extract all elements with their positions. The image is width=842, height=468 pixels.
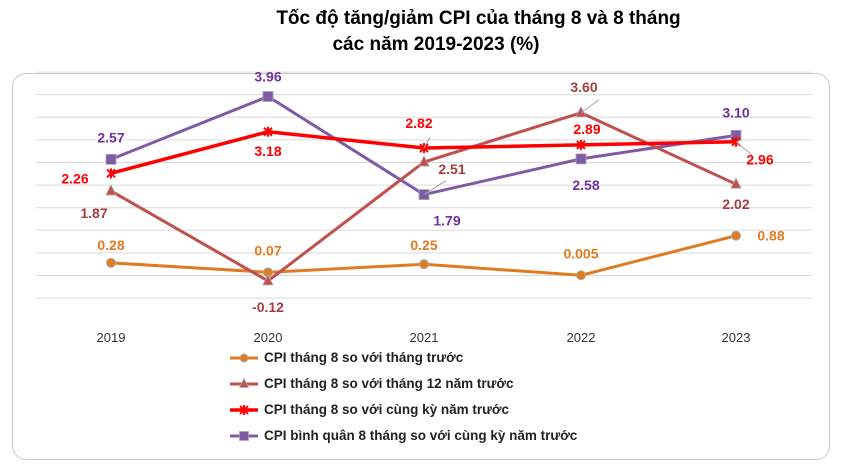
chart-title: Tốc độ tăng/giảm CPI của tháng 8 và 8 th…: [0, 6, 842, 58]
series-3: [106, 126, 741, 179]
legend-item: CPI tháng 8 so với cùng kỳ năm trước: [228, 397, 577, 423]
x-tick-label: 2023: [722, 330, 751, 345]
data-label: 2.02: [722, 196, 749, 212]
series-2: [105, 105, 742, 286]
data-point: [106, 257, 116, 268]
data-point: [262, 91, 274, 102]
series-1: [106, 230, 741, 281]
data-point: [575, 105, 587, 118]
data-label: 2.26: [61, 170, 88, 186]
data-label: 0.25: [410, 237, 437, 253]
x-tick-label: 2022: [567, 330, 596, 345]
data-point: [239, 431, 249, 441]
data-point: [106, 168, 116, 179]
legend-item: CPI tháng 8 so với tháng trước: [228, 345, 577, 371]
data-label: 2.58: [572, 177, 599, 193]
data-label: 3.96: [254, 69, 281, 85]
legend-label: CPI tháng 8 so với cùng kỳ năm trước: [264, 402, 510, 417]
legend-label: CPI tháng 8 so với tháng 12 năm trước: [264, 376, 514, 391]
label-leader-line: [423, 180, 447, 196]
data-label: 1.79: [433, 213, 460, 229]
data-point: [576, 139, 586, 150]
label-leader-line: [580, 99, 600, 114]
x-tick-label: 2019: [97, 330, 126, 345]
data-label: 1.87: [80, 205, 107, 221]
data-label: 0.07: [254, 242, 281, 258]
data-point: [575, 153, 587, 165]
data-label: 2.51: [438, 161, 465, 177]
data-label: 2.89: [573, 121, 600, 137]
data-point: [262, 274, 274, 286]
legend-swatch: [230, 431, 258, 441]
legend-item: CPI tháng 8 so với tháng 12 năm trước: [228, 371, 577, 397]
data-label: 0.28: [97, 237, 124, 253]
legend-swatch: [230, 377, 258, 388]
chart-title-line-2: các năm 2019-2023 (%): [332, 34, 540, 55]
data-label: 2.57: [97, 129, 124, 145]
data-label: 3.60: [570, 79, 597, 95]
data-label: 2.96: [746, 152, 773, 168]
data-label: -0.12: [252, 299, 284, 315]
data-point: [419, 259, 429, 270]
legend-label: CPI bình quân 8 tháng so với cùng kỳ năm…: [264, 428, 578, 443]
label-leader-line: [423, 136, 431, 149]
data-label: 3.18: [254, 143, 281, 159]
data-point: [105, 153, 117, 165]
legend-swatch: [230, 353, 258, 363]
data-point: [263, 126, 273, 137]
x-tick-label: 2021: [410, 330, 439, 345]
chart-title-line-1: Tốc độ tăng/giảm CPI của tháng 8 và 8 th…: [276, 8, 681, 29]
data-point: [239, 353, 249, 363]
data-label: 0.88: [757, 228, 784, 244]
legend-label: CPI tháng 8 so với tháng trước: [264, 350, 464, 365]
data-point: [730, 177, 742, 189]
data-point: [418, 155, 430, 167]
chart-legend: CPI tháng 8 so với tháng trước CPI tháng …: [228, 345, 577, 449]
legend-swatch: [230, 405, 258, 415]
data-point: [105, 184, 117, 196]
data-label: 2.82: [405, 115, 432, 131]
data-label: 3.10: [722, 104, 749, 120]
legend-item: CPI bình quân 8 tháng so với cùng kỳ năm…: [228, 423, 577, 449]
x-tick-label: 2020: [254, 330, 283, 345]
data-label: 0.005: [563, 245, 598, 261]
data-point: [238, 377, 250, 388]
data-point: [731, 230, 741, 241]
data-point: [576, 270, 586, 281]
label-leader-line: [735, 141, 753, 156]
data-point: [239, 405, 249, 415]
